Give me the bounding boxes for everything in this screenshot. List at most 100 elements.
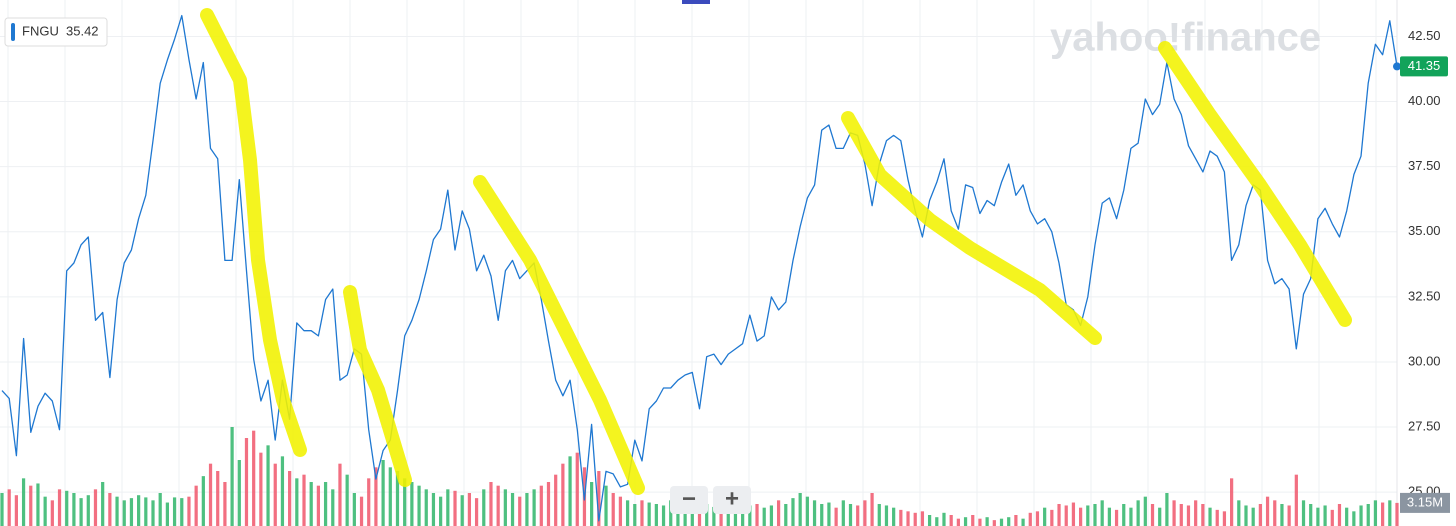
- volume-bar: [812, 500, 817, 526]
- legend-value: 35.42: [66, 23, 99, 38]
- volume-bar: [1129, 507, 1133, 526]
- volume-bar: [1050, 509, 1054, 526]
- last-price-badge: [1400, 56, 1448, 77]
- volume-bar: [223, 482, 227, 526]
- volume-bar: [518, 496, 522, 526]
- logo: yahoo!finance: [1050, 16, 1321, 60]
- y-tick-label: 37.50: [1408, 158, 1441, 173]
- volume-bar: [86, 495, 90, 526]
- volume-bar: [295, 478, 299, 526]
- zoom-out-label[interactable]: −: [682, 485, 696, 512]
- volume-bar: [856, 505, 860, 526]
- volume-bar: [985, 517, 989, 526]
- volume-bar: [158, 493, 162, 526]
- volume-bar: [345, 474, 349, 526]
- volume-bar: [834, 507, 838, 526]
- volume-bar: [1237, 500, 1241, 526]
- volume-bar: [712, 506, 716, 526]
- volume-bar: [230, 427, 234, 526]
- volume-bar: [827, 502, 831, 526]
- volume-bar: [647, 502, 651, 526]
- volume-bar: [57, 489, 62, 526]
- volume-bar: [798, 493, 802, 526]
- volume-bar: [755, 504, 759, 526]
- volume-bar: [1201, 504, 1205, 526]
- y-tick-label: 30.00: [1408, 353, 1441, 368]
- volume-bar: [165, 502, 169, 526]
- volume-bar: [1071, 502, 1076, 526]
- volume-bar: [625, 500, 630, 526]
- volume-bar: [1078, 507, 1083, 526]
- last-dot: [1393, 62, 1401, 71]
- volume-bar: [482, 489, 486, 526]
- volume-bar: [863, 500, 867, 526]
- volume-bar: [892, 507, 896, 526]
- price-line: [1, 14, 1398, 522]
- volume-bar: [14, 495, 18, 526]
- volume-bar: [1280, 504, 1284, 526]
- volume-bar: [496, 485, 500, 526]
- volume-bar: [676, 504, 680, 526]
- volume-bar: [467, 493, 472, 526]
- top-marker: [682, 0, 710, 4]
- volume-bar: [561, 463, 565, 526]
- volume-bar: [151, 500, 155, 526]
- volume-bar: [539, 485, 543, 526]
- volume-bar: [1265, 496, 1270, 526]
- volume-bar: [374, 467, 378, 526]
- y-axis: 25.0027.5030.0032.5035.0037.5040.0042.50…: [1393, 28, 1450, 513]
- volume-bar: [618, 496, 623, 526]
- volume-bars: [0, 427, 1399, 526]
- volume-bar: [1373, 500, 1378, 526]
- volume-bar: [388, 467, 392, 526]
- volume-bar: [7, 489, 11, 526]
- volume-bar: [906, 511, 910, 526]
- volume-bar: [359, 496, 364, 526]
- volume-bar: [72, 493, 76, 526]
- volume-bar: [1143, 496, 1147, 526]
- volume-bar: [1122, 504, 1126, 526]
- volume-bar: [1014, 515, 1018, 526]
- volume-bar: [669, 500, 673, 526]
- volume-bar: [410, 482, 414, 526]
- zoom-out[interactable]: [670, 486, 708, 514]
- zoom-in-label[interactable]: +: [725, 485, 739, 512]
- price-line: [1, 14, 1398, 522]
- volume-bar: [453, 490, 457, 526]
- highlight: [841, 111, 1102, 345]
- volume-bar: [503, 489, 507, 526]
- highlight: [1158, 41, 1352, 327]
- volume-bar: [381, 460, 385, 526]
- volume-bar: [1035, 511, 1040, 526]
- volume-bar: [352, 493, 356, 526]
- volume-bar: [554, 474, 558, 526]
- volume-bar: [395, 471, 400, 526]
- legend-name: FNGU: [22, 23, 59, 38]
- zoom-in[interactable]: [713, 486, 751, 514]
- y-tick-label: 32.50: [1408, 288, 1441, 303]
- volume-bar: [316, 485, 321, 526]
- volume-bar: [1309, 504, 1313, 526]
- volume-bar: [920, 511, 925, 526]
- volume-bar: [568, 456, 572, 526]
- volume-bar: [683, 507, 687, 526]
- volume-bar: [805, 496, 809, 526]
- volume-bar: [187, 496, 191, 526]
- volume-bar: [439, 496, 443, 526]
- volume-bar: [194, 485, 198, 526]
- legend-box: [4, 17, 108, 47]
- volume-bar: [403, 478, 407, 526]
- volume-bar: [1172, 500, 1176, 526]
- volume-label: 3.15M: [1407, 494, 1443, 509]
- volume-bar: [1043, 507, 1047, 526]
- volume-bar: [43, 496, 47, 526]
- highlights: [200, 8, 1352, 495]
- volume-bar: [288, 471, 292, 526]
- volume-bar: [172, 497, 177, 526]
- volume-bar: [144, 497, 148, 526]
- volume-bar: [259, 452, 263, 526]
- y-tick-label: 35.00: [1408, 223, 1441, 238]
- volume-bar: [784, 504, 788, 526]
- volume-bar: [776, 500, 781, 526]
